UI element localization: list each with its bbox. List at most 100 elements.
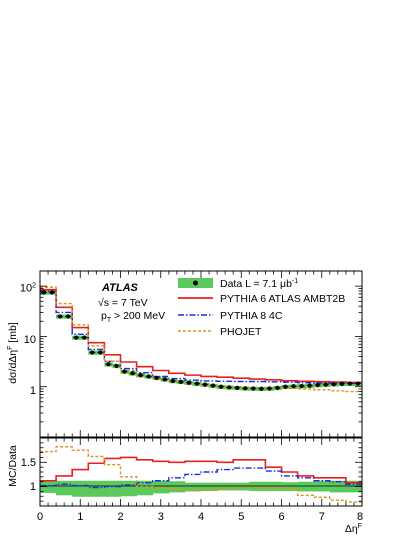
data-point	[235, 385, 240, 390]
ratio-band-segment	[104, 480, 121, 497]
data-point	[138, 373, 143, 378]
pt-rest: > 200 MeV	[111, 310, 165, 322]
data-point	[307, 383, 312, 388]
ratio-band-segment	[217, 482, 234, 491]
x-tick-label-6: 6	[278, 511, 284, 523]
data-point	[178, 379, 183, 384]
x-axis-label-sup: F	[358, 523, 362, 530]
data-point	[315, 382, 320, 388]
series-line-pythia-6-atlas-ambt2b	[40, 288, 362, 384]
x-tick-label-1: 1	[77, 511, 83, 523]
data-point	[210, 383, 216, 388]
data-point	[355, 381, 361, 386]
main-axis-ticks	[39, 270, 363, 438]
data-point	[259, 386, 264, 391]
data-point	[82, 335, 87, 340]
y-axis-label-main-sup: F	[7, 346, 14, 350]
y-axis-label-main-text: dσ/dΔη	[7, 350, 19, 384]
x-tick-label-0: 0	[37, 511, 43, 523]
y-axis-label-main: dσ/dΔηF [mb]	[7, 322, 19, 384]
ratio-panel: 1.5 1 MC/Data	[7, 437, 363, 507]
legend-label-pythia6: PYTHIA 6 ATLAS AMBT2B	[220, 293, 345, 305]
ratio-band-segment	[233, 482, 250, 491]
sqrt-symbol: √	[98, 297, 104, 309]
data-point	[251, 386, 256, 391]
data-points	[41, 290, 361, 391]
data-point	[202, 382, 208, 387]
data-point	[114, 363, 119, 368]
data-point	[283, 384, 288, 389]
ratio-band-segment	[201, 482, 218, 491]
data-point	[194, 381, 200, 386]
ratio-band-segment	[120, 480, 137, 497]
data-point	[154, 375, 159, 380]
data-point	[58, 314, 63, 319]
ratio-band-segment	[88, 480, 105, 497]
legend-label-data-text: Data L = 7.1 μb	[220, 278, 292, 290]
ratio-band-segment	[345, 480, 362, 493]
x-tick-labels: 0 1 2 3 4 5 6 7 8	[37, 511, 363, 523]
ratio-band-segment	[40, 480, 57, 493]
y-tick-label-1: 1	[30, 385, 36, 397]
data-point	[267, 386, 272, 391]
data-point	[323, 382, 328, 387]
ratio-series-lines	[40, 446, 362, 503]
ratio-band-segment	[72, 480, 89, 497]
ratio-y-tick-label-1: 1	[30, 481, 36, 493]
data-point	[106, 362, 111, 367]
ratio-band-segment	[329, 480, 347, 493]
data-point	[49, 290, 55, 295]
x-tick-label-2: 2	[117, 511, 123, 523]
data-point	[90, 350, 95, 355]
data-point	[339, 381, 344, 386]
pt-sub: T	[107, 317, 112, 324]
main-series-lines	[40, 286, 362, 393]
data-point	[299, 383, 304, 389]
ratio-band-segment	[281, 482, 298, 491]
y-tick-label-100: 102	[20, 283, 36, 295]
data-point	[243, 386, 248, 391]
legend-label-phojet: PHOJET	[220, 326, 262, 338]
y-tick-label-10: 10	[24, 334, 36, 346]
data-point	[219, 384, 224, 389]
data-point	[74, 335, 79, 340]
x-tick-label-7: 7	[319, 511, 325, 523]
data-point	[98, 350, 103, 355]
ratio-band-segment	[136, 480, 154, 496]
data-point	[66, 314, 71, 319]
legend-swatch-data-point	[193, 280, 198, 286]
legend-label-pythia8: PYTHIA 8 4C	[220, 310, 283, 322]
legend-label-data: Data L = 7.1 μb-1	[220, 278, 298, 290]
energy-text: s = 7 TeV	[104, 297, 148, 309]
x-tick-label-4: 4	[198, 511, 204, 523]
ratio-band-segment	[184, 482, 202, 492]
ratio-line-pythia-8-4c	[40, 467, 362, 489]
x-axis-label-text: Δη	[345, 523, 358, 535]
atlas-label: ATLAS	[101, 282, 139, 294]
y-axis-label-ratio: MC/Data	[7, 445, 19, 487]
ratio-band-segment	[297, 481, 315, 492]
data-point	[162, 377, 167, 382]
data-point	[291, 384, 296, 389]
series-line-pythia-8-4c	[40, 290, 362, 385]
data-point	[146, 374, 151, 379]
ratio-band-segment	[56, 480, 73, 496]
ratio-axis-ticks	[39, 438, 363, 506]
data-point	[170, 378, 175, 384]
data-point	[347, 381, 353, 386]
series-line-phojet	[40, 286, 362, 393]
data-point	[331, 382, 336, 387]
x-tick-label-8: 8	[357, 511, 363, 523]
ratio-y-tick-label-1-5: 1.5	[21, 457, 36, 469]
legend-label-data-sup: -1	[292, 278, 298, 285]
x-axis-label: ΔηF	[345, 523, 362, 535]
main-panel: 102 10 1 dσ/dΔηF [mb] ATLAS √s = 7 TeV p…	[7, 270, 363, 438]
legend: Data L = 7.1 μb-1 PYTHIA 6 ATLAS AMBT2B …	[178, 278, 345, 338]
data-point	[275, 385, 280, 390]
x-tick-label-3: 3	[158, 511, 164, 523]
ratio-uncertainty-band	[40, 480, 362, 497]
ratio-line-phojet	[40, 446, 362, 503]
pt-p: p	[101, 310, 107, 322]
x-tick-label-5: 5	[238, 511, 244, 523]
